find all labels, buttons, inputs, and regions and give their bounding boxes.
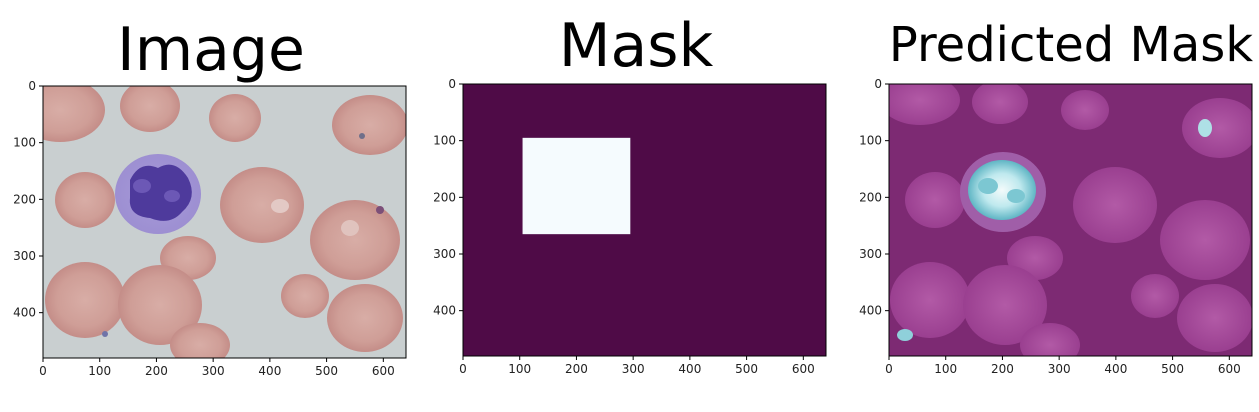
y-axis-ticks-mask: 0 100 200 300 400 [433, 77, 463, 318]
x-tick-label-predicted-mask-300: 300 [1048, 362, 1071, 376]
x-tick-label-mask-600: 600 [792, 362, 815, 376]
y-tick-label-predicted-mask-100: 100 [859, 134, 882, 148]
y-tick-label-image-200: 200 [13, 192, 36, 206]
y-tick-label-predicted-mask-200: 200 [859, 190, 882, 204]
x-tick-label-mask-100: 100 [508, 362, 531, 376]
panel-title-predicted-mask: Predicted Mask [889, 17, 1253, 73]
panel-predicted-mask: Predicted Mask 0 100 200 300 400 500 600 0 [859, 17, 1253, 376]
y-tick-label-mask-200: 200 [433, 190, 456, 204]
x-tick-label-predicted-mask-500: 500 [1161, 362, 1184, 376]
y-tick-label-image-400: 400 [13, 306, 36, 320]
x-tick-label-image-600: 600 [372, 364, 395, 378]
mask-background [463, 84, 826, 356]
x-tick-label-predicted-mask-200: 200 [991, 362, 1014, 376]
x-tick-label-predicted-mask-600: 600 [1218, 362, 1241, 376]
predicted-mask-image [889, 84, 1252, 356]
blood-smear-image [43, 86, 406, 358]
mask-box [522, 137, 631, 235]
panel-mask: Mask 0 100 200 300 400 500 600 0 100 200 300 400 [433, 11, 827, 376]
y-tick-label-mask-100: 100 [433, 134, 456, 148]
y-tick-label-mask-300: 300 [433, 247, 456, 261]
x-tick-label-mask-400: 400 [678, 362, 701, 376]
y-tick-label-predicted-mask-400: 400 [859, 304, 882, 318]
x-axis-ticks-predicted-mask: 0 100 200 300 400 500 600 [885, 356, 1241, 376]
y-axis-ticks-image: 0 100 200 300 400 [13, 79, 43, 320]
y-tick-label-image-100: 100 [13, 136, 36, 150]
y-tick-label-predicted-mask-300: 300 [859, 247, 882, 261]
y-axis-ticks-predicted-mask: 0 100 200 300 400 [859, 77, 889, 318]
x-tick-label-predicted-mask-400: 400 [1104, 362, 1127, 376]
x-tick-label-mask-300: 300 [622, 362, 645, 376]
x-tick-label-mask-500: 500 [735, 362, 758, 376]
panel-image: Image [13, 15, 407, 378]
x-tick-label-image-100: 100 [88, 364, 111, 378]
x-axis-ticks-mask: 0 100 200 300 400 500 600 [459, 356, 815, 376]
x-tick-label-image-200: 200 [145, 364, 168, 378]
y-tick-label-predicted-mask-0: 0 [874, 77, 882, 91]
y-tick-label-image-0: 0 [28, 79, 36, 93]
x-tick-label-image-500: 500 [315, 364, 338, 378]
panel-title-image: Image [117, 15, 305, 85]
x-tick-label-mask-0: 0 [459, 362, 467, 376]
y-tick-label-mask-400: 400 [433, 304, 456, 318]
x-tick-label-image-400: 400 [258, 364, 281, 378]
x-tick-label-predicted-mask-0: 0 [885, 362, 893, 376]
panel-title-mask: Mask [559, 11, 714, 81]
x-tick-label-mask-200: 200 [565, 362, 588, 376]
x-tick-label-image-0: 0 [39, 364, 47, 378]
x-tick-label-predicted-mask-100: 100 [934, 362, 957, 376]
x-tick-label-image-300: 300 [202, 364, 225, 378]
y-tick-label-mask-0: 0 [448, 77, 456, 91]
y-tick-label-image-300: 300 [13, 249, 36, 263]
x-axis-ticks-image: 0 100 200 300 400 500 600 [39, 358, 395, 378]
